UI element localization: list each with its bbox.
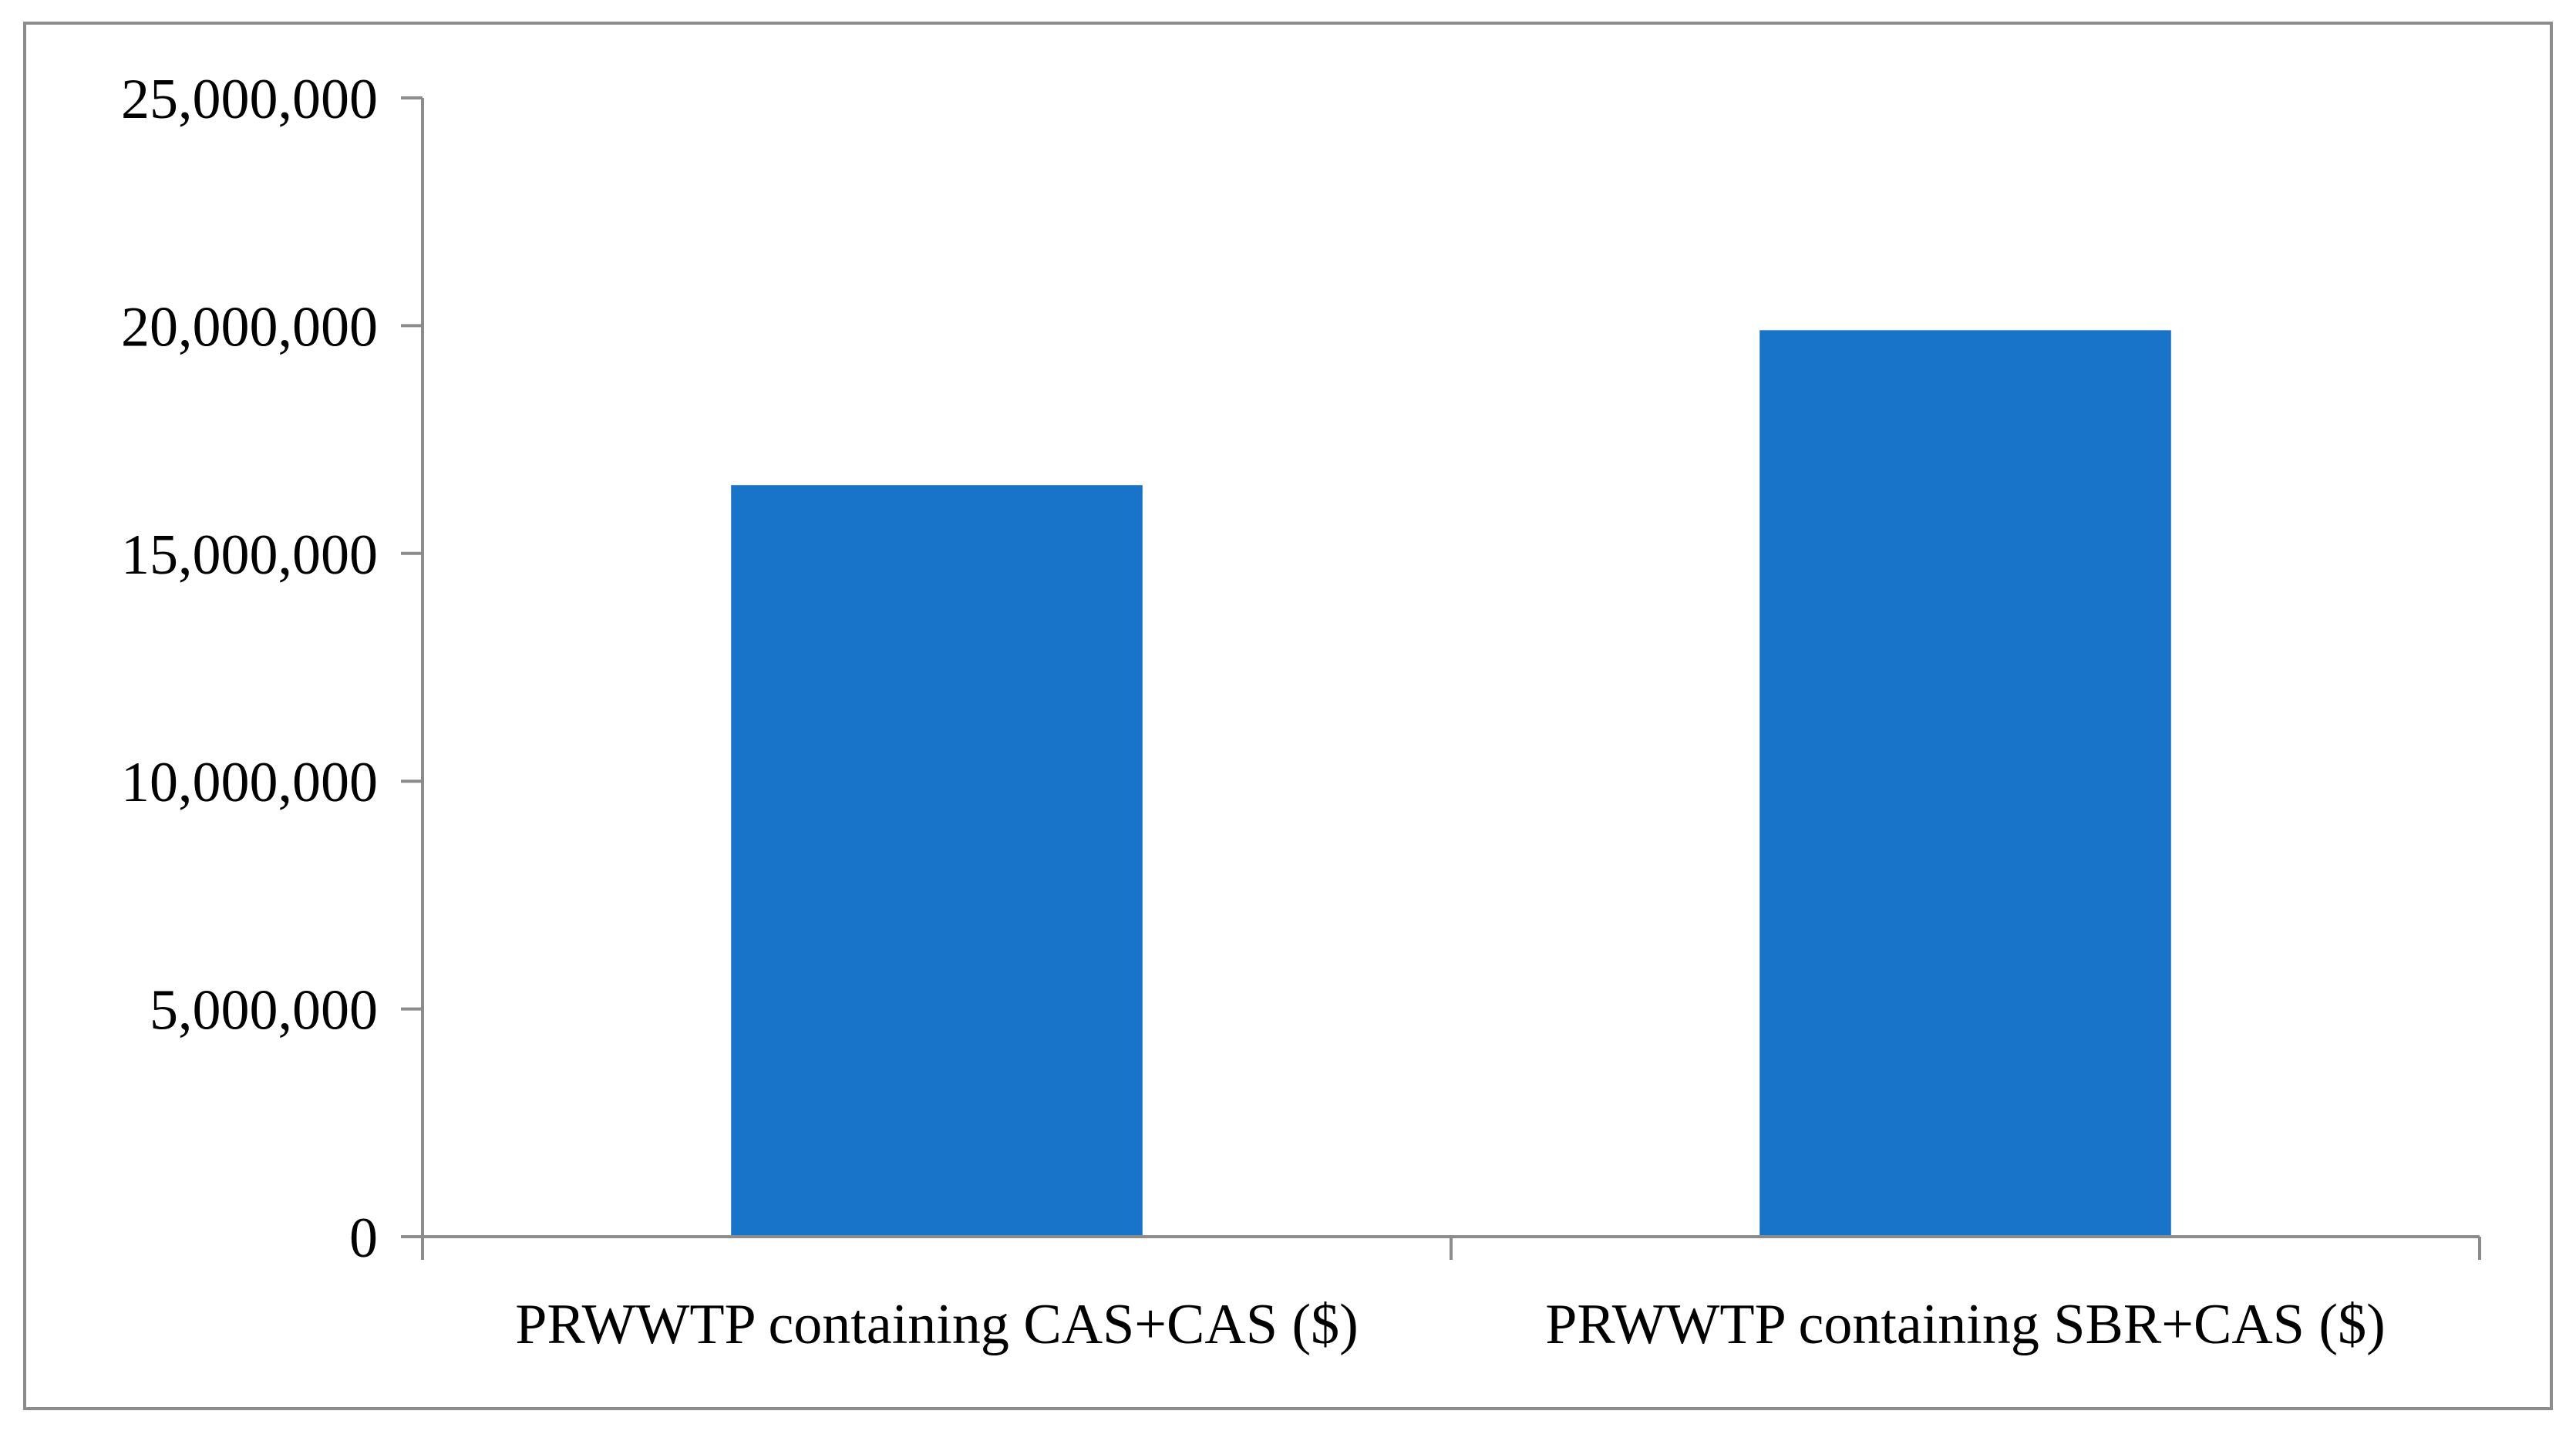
y-tick-label-2: 10,000,000 xyxy=(121,751,378,814)
bars-layer xyxy=(731,330,2171,1237)
axes-layer xyxy=(401,96,2481,1260)
y-tick-label-4: 20,000,000 xyxy=(121,295,378,359)
bar-2 xyxy=(1759,330,2171,1237)
y-tick-label-1: 5,000,000 xyxy=(150,979,378,1042)
labels-layer: 0 5,000,000 10,000,000 15,000,000 20,000,000… xyxy=(121,68,2386,1356)
y-tick-label-3: 15,000,000 xyxy=(121,524,378,587)
y-tick-label-0: 0 xyxy=(349,1207,378,1270)
bar-1 xyxy=(731,485,1143,1237)
x-category-label-2: PRWWTP containing SBR+CAS ($) xyxy=(1545,1293,2385,1356)
y-tick-label-5: 25,000,000 xyxy=(121,68,378,131)
x-category-label-1: PRWWTP containing CAS+CAS ($) xyxy=(515,1293,1359,1356)
